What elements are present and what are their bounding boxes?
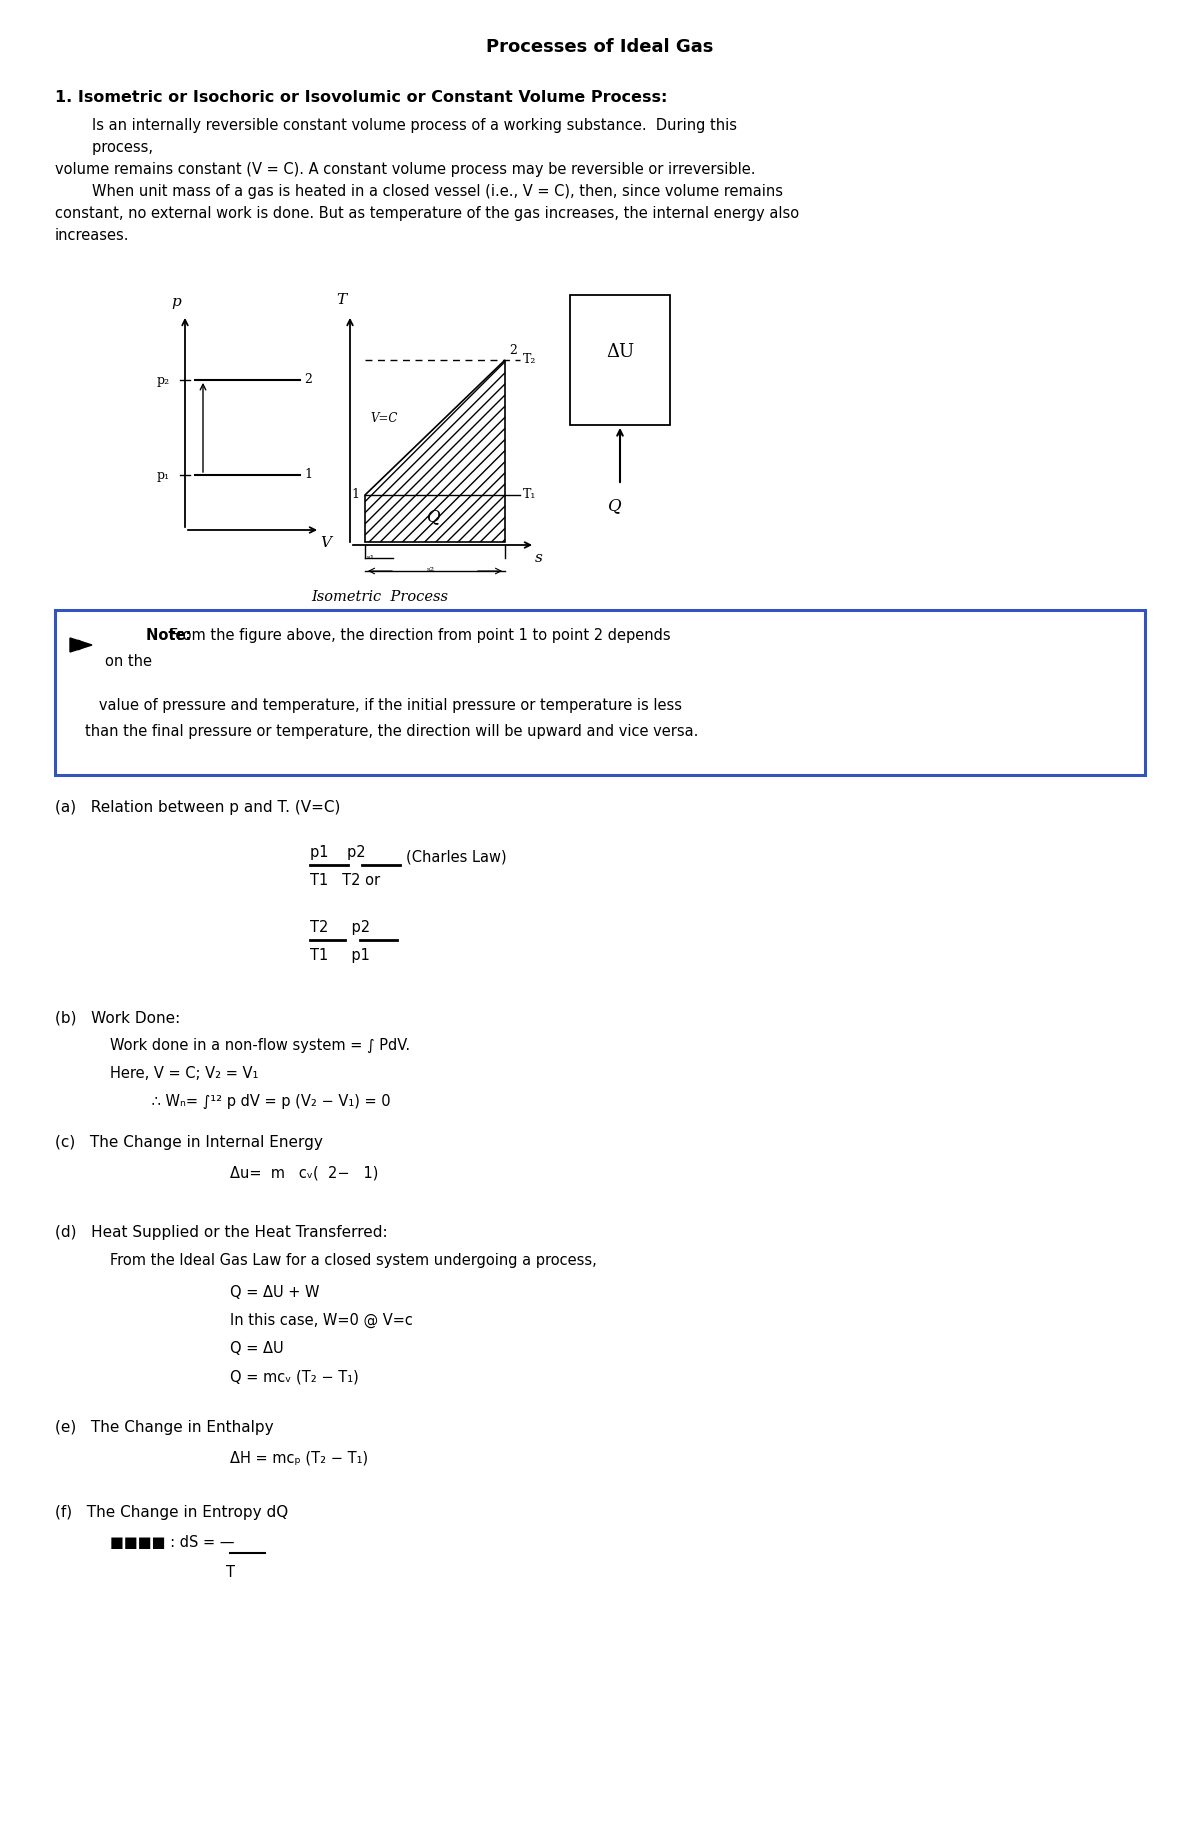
Text: (Charles Law): (Charles Law) — [406, 850, 506, 864]
Text: value of pressure and temperature, if the initial pressure or temperature is les: value of pressure and temperature, if th… — [85, 697, 682, 714]
Text: (d)   Heat Supplied or the Heat Transferred:: (d) Heat Supplied or the Heat Transferre… — [55, 1226, 388, 1240]
Text: increases.: increases. — [55, 228, 130, 242]
Text: T1     p1: T1 p1 — [310, 949, 370, 963]
Text: T: T — [226, 1565, 234, 1580]
Text: When unit mass of a gas is heated in a closed vessel (i.e., V = C), then, since : When unit mass of a gas is heated in a c… — [55, 184, 784, 198]
Text: T2     p2: T2 p2 — [310, 919, 370, 936]
Text: 2: 2 — [304, 373, 312, 385]
Text: volume remains constant (V = C). A constant volume process may be reversible or : volume remains constant (V = C). A const… — [55, 161, 756, 176]
Text: than the final pressure or temperature, the direction will be upward and vice ve: than the final pressure or temperature, … — [85, 725, 698, 740]
Text: Isometric  Process: Isometric Process — [312, 591, 449, 604]
Text: ˢ¹: ˢ¹ — [367, 554, 376, 565]
Text: Q: Q — [608, 497, 622, 514]
Text: constant, no external work is done. But as temperature of the gas increases, the: constant, no external work is done. But … — [55, 206, 799, 220]
Text: (f)   The Change in Entropy dQ: (f) The Change in Entropy dQ — [55, 1505, 288, 1519]
Text: T₂: T₂ — [523, 352, 536, 365]
Text: s: s — [535, 550, 542, 565]
Text: V=C: V=C — [370, 413, 397, 426]
Text: (e)   The Change in Enthalpy: (e) The Change in Enthalpy — [55, 1420, 274, 1435]
Text: ΔH = mcₚ (T₂ − T₁): ΔH = mcₚ (T₂ − T₁) — [230, 1450, 368, 1464]
Text: ΔU: ΔU — [606, 343, 634, 361]
Text: Δu=  m   cᵥ(  2−   1): Δu= m cᵥ( 2− 1) — [230, 1165, 378, 1180]
Polygon shape — [70, 639, 92, 651]
Text: on the: on the — [106, 653, 152, 670]
Text: (a)   Relation between p and T. (V=C): (a) Relation between p and T. (V=C) — [55, 800, 341, 815]
Text: Here, V = C; V₂ = V₁: Here, V = C; V₂ = V₁ — [110, 1066, 258, 1081]
Text: Processes of Ideal Gas: Processes of Ideal Gas — [486, 39, 714, 57]
Text: (c)   The Change in Internal Energy: (c) The Change in Internal Energy — [55, 1136, 323, 1151]
Text: ■■■■ : dS = —: ■■■■ : dS = — — [110, 1536, 234, 1551]
Text: From the figure above, the direction from point 1 to point 2 depends: From the figure above, the direction fro… — [106, 628, 671, 642]
Text: 2: 2 — [509, 343, 517, 358]
Text: p₁: p₁ — [157, 470, 170, 483]
Text: Q: Q — [427, 508, 440, 525]
Text: Work done in a non-flow system = ∫ PdV.: Work done in a non-flow system = ∫ PdV. — [110, 1039, 410, 1053]
Text: ˢ²: ˢ² — [427, 567, 436, 576]
Text: T: T — [336, 294, 346, 306]
Text: T₁: T₁ — [523, 488, 536, 501]
Bar — [55, 609, 1145, 774]
Text: Is an internally reversible constant volume process of a working substance.  Dur: Is an internally reversible constant vol… — [55, 117, 737, 132]
Text: V: V — [320, 536, 331, 550]
Text: ∴ Wₙ= ∫¹² p dV = p (V₂ − V₁) = 0: ∴ Wₙ= ∫¹² p dV = p (V₂ − V₁) = 0 — [110, 1094, 391, 1108]
Text: Q = ΔU + W: Q = ΔU + W — [230, 1284, 319, 1299]
Bar — [570, 295, 670, 426]
Polygon shape — [365, 360, 505, 541]
Text: process,: process, — [55, 139, 154, 154]
Text: In this case, W=0 @ V=c: In this case, W=0 @ V=c — [230, 1314, 413, 1329]
Text: p1    p2: p1 p2 — [310, 844, 366, 861]
Text: p₂: p₂ — [157, 374, 170, 387]
Text: 1: 1 — [304, 468, 312, 481]
Text: T1   T2 or: T1 T2 or — [310, 873, 380, 888]
Text: Q = ΔU: Q = ΔU — [230, 1341, 283, 1356]
Text: 1. Isometric or Isochoric or Isovolumic or Constant Volume Process:: 1. Isometric or Isochoric or Isovolumic … — [55, 90, 667, 105]
Text: From the Ideal Gas Law for a closed system undergoing a process,: From the Ideal Gas Law for a closed syst… — [110, 1253, 596, 1268]
Text: p: p — [172, 295, 181, 308]
Text: (b)   Work Done:: (b) Work Done: — [55, 1009, 180, 1026]
Text: 1: 1 — [352, 488, 359, 501]
Text: Q = mcᵥ (T₂ − T₁): Q = mcᵥ (T₂ − T₁) — [230, 1369, 359, 1384]
Text: Note:: Note: — [106, 628, 191, 642]
